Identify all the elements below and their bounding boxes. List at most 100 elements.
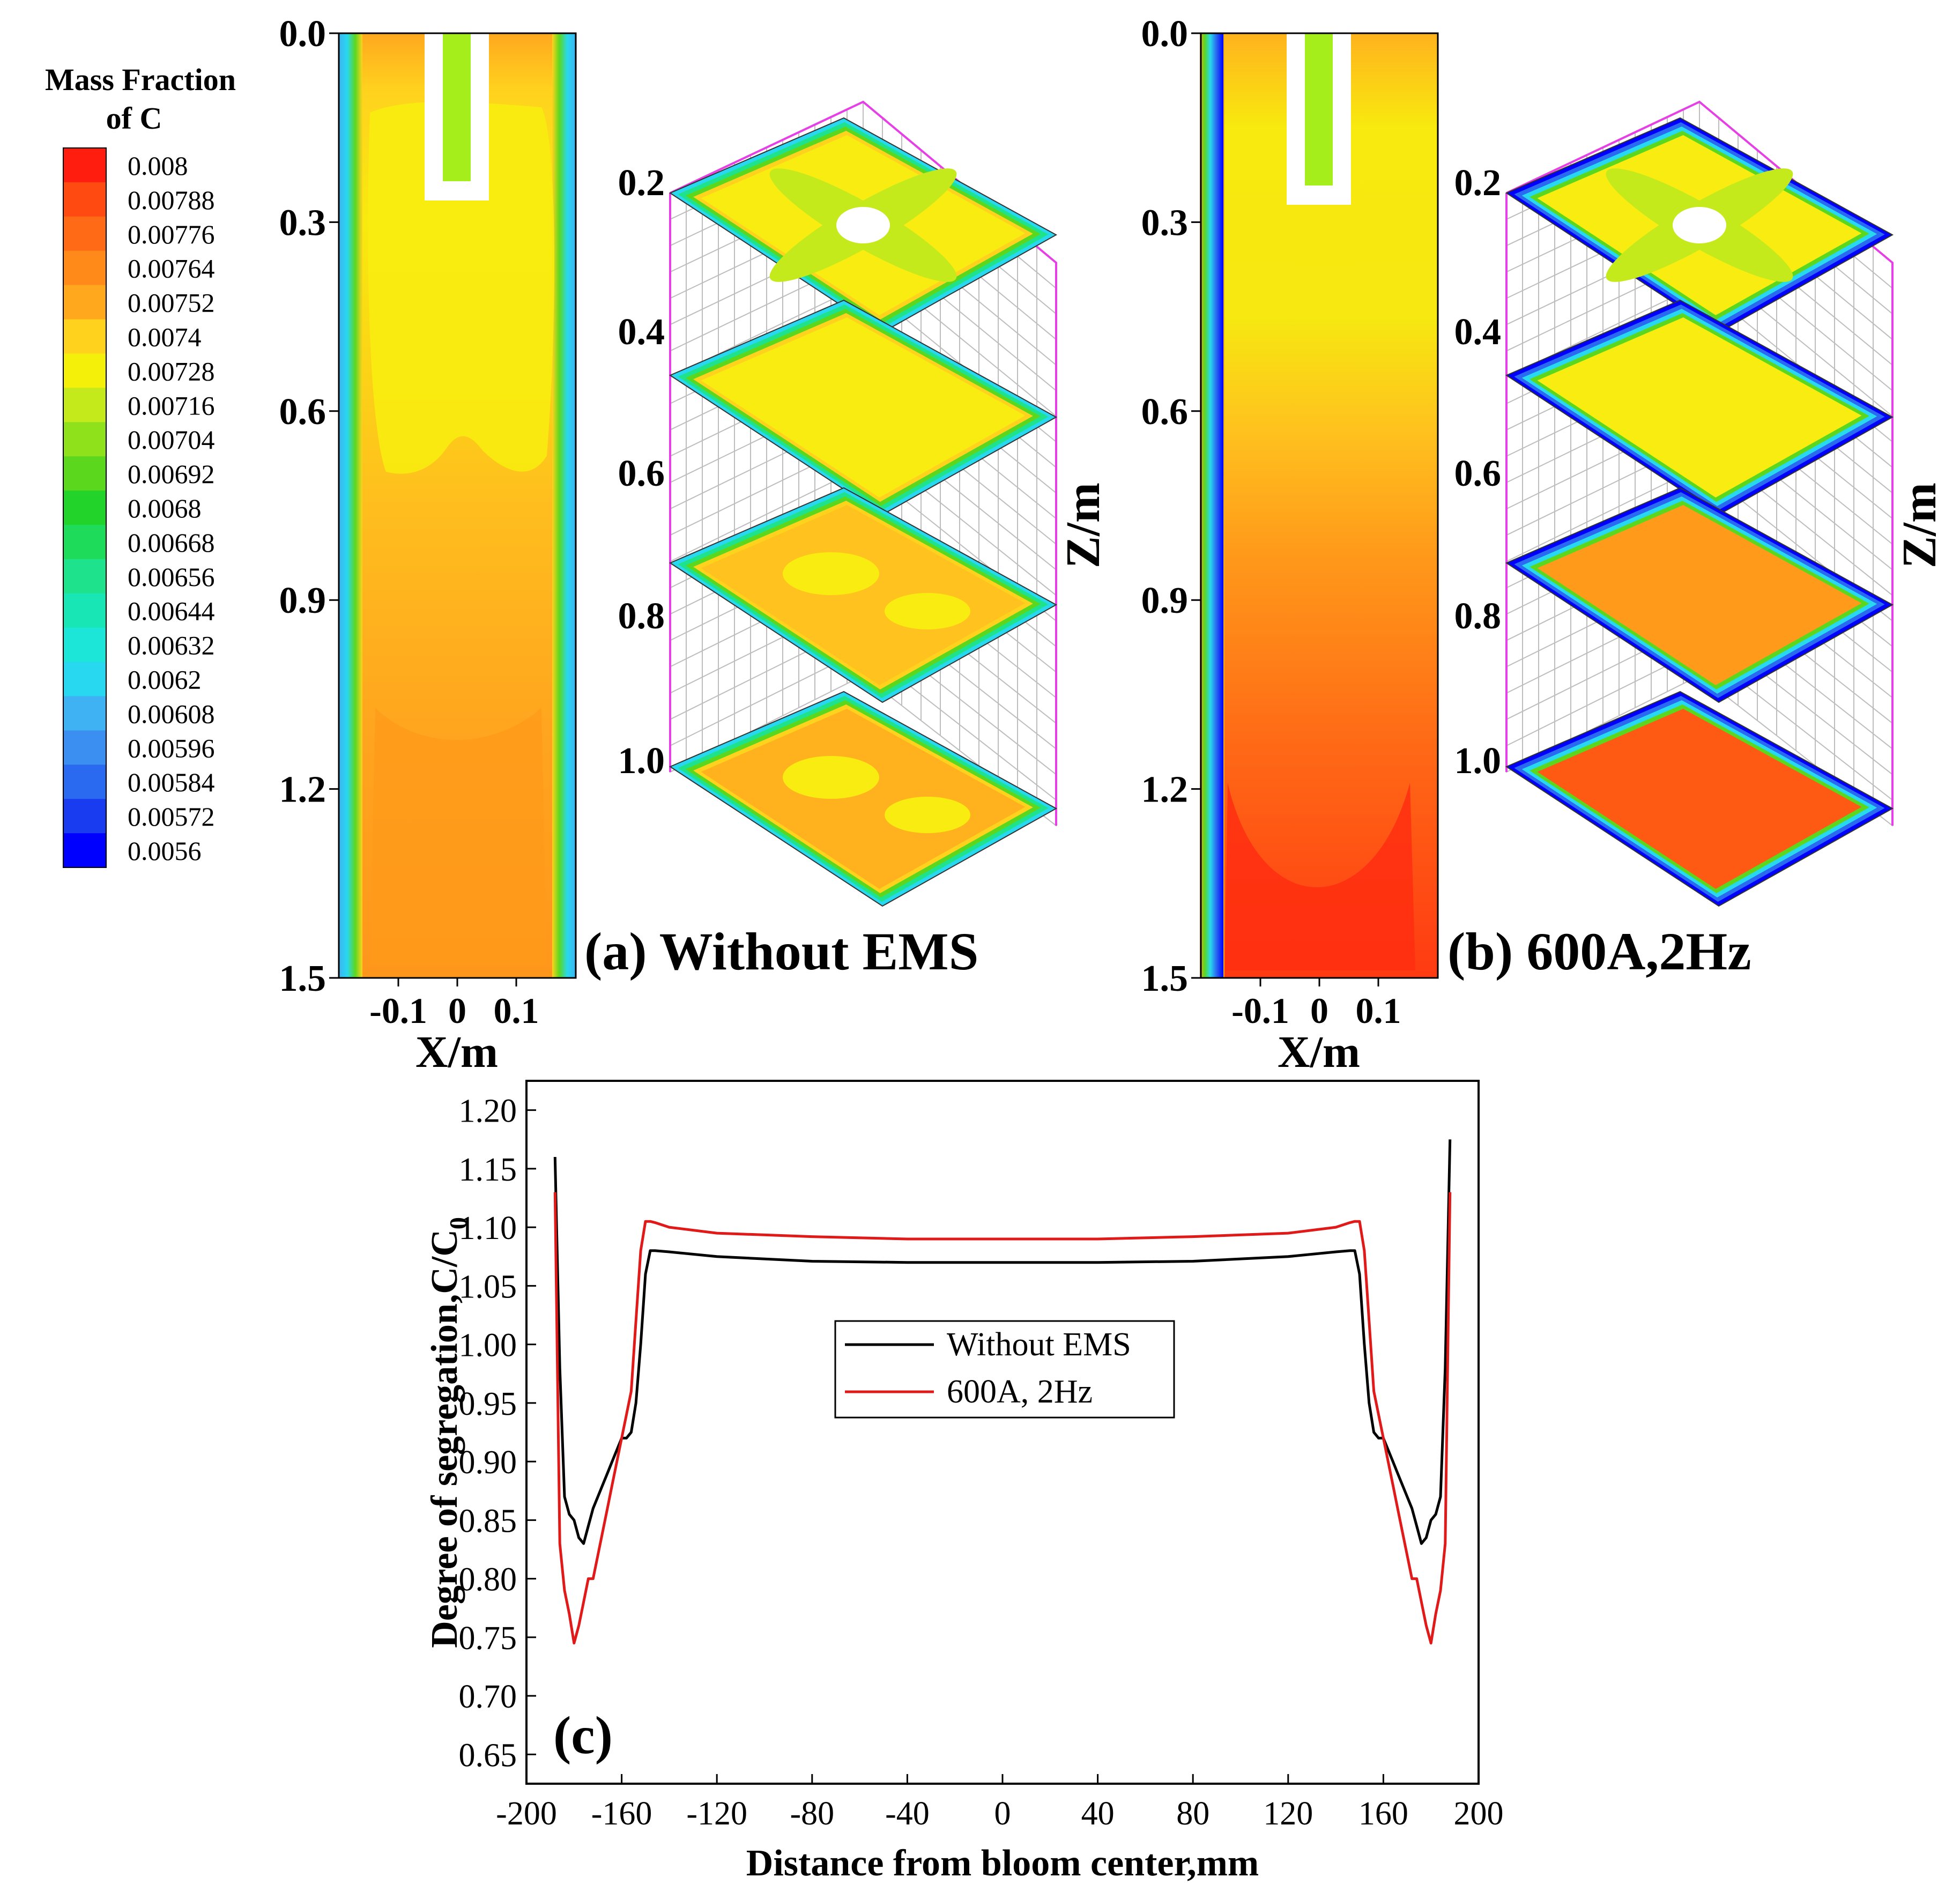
x-tick-label: 200 (1454, 1795, 1504, 1832)
z-tick-label: 0.9 (279, 580, 326, 621)
z-tick-label: 0.0 (279, 13, 326, 55)
panel-b-cross-section: 0.0 0.3 0.6 0.9 1.2 1.5 -0.1 0 0.1 X/m (1141, 13, 1439, 1077)
iso-z-tick-label: 1.0 (1454, 740, 1502, 782)
legend-entry-600a: 600A, 2Hz (947, 1374, 1093, 1410)
legend-swatch (63, 353, 106, 389)
legend-swatch (63, 422, 106, 457)
legend-level-label: 0.0068 (128, 493, 202, 523)
y-tick-label: 1.05 (459, 1268, 517, 1305)
z-tick-label: 1.5 (279, 958, 326, 999)
panel-a-label: (a) Without EMS (584, 922, 978, 981)
series-line-without-ems (553, 1139, 1452, 1545)
legend-level-label: 0.00716 (128, 390, 215, 420)
legend-swatch (63, 662, 106, 697)
legend-level-label: 0.0062 (128, 665, 202, 695)
x-tick-label: 0 (1310, 990, 1328, 1031)
legend-title-line2: of C (106, 101, 162, 136)
panel-a-x-axis: -0.1 0 0.1 (369, 978, 539, 1031)
legend-level-label: 0.00656 (128, 562, 215, 592)
y-tick-label: 0.65 (459, 1737, 517, 1774)
series-line-600a-2hz (553, 1192, 1452, 1645)
panel-c-label: (c) (553, 1705, 613, 1765)
legend-level-label: 0.00764 (128, 254, 215, 284)
chart-y-axis-title-main: Degree of segregation,C/C (424, 1229, 465, 1648)
iso-slice (1505, 487, 1894, 703)
panel-b-nozzle-inner (1305, 33, 1333, 186)
iso-z-axis-title: Z/m (1893, 483, 1946, 568)
legend-level-label: 0.00788 (128, 185, 215, 215)
y-tick-label: 1.00 (459, 1327, 517, 1364)
iso-z-tick-label: 0.2 (1454, 162, 1502, 204)
x-tick-label: 120 (1263, 1795, 1313, 1832)
legend-swatch (63, 491, 106, 525)
chart-plot-frame (525, 1080, 1480, 1785)
legend-swatch (63, 765, 106, 800)
legend-level-label: 0.00668 (128, 528, 215, 558)
legend-swatch (63, 285, 106, 320)
legend-swatch (63, 216, 106, 251)
x-tick-label: -120 (686, 1795, 747, 1832)
panel-b-x-axis-title: X/m (1278, 1027, 1360, 1077)
legend-level-label: 0.00728 (128, 356, 215, 386)
z-tick-label: 0.0 (1141, 13, 1189, 55)
z-tick-label: 0.6 (1141, 391, 1189, 433)
legend-swatch (63, 524, 106, 560)
x-tick-label: 0.1 (494, 990, 539, 1031)
chart-x-axis-title: Distance from bloom center,mm (746, 1843, 1259, 1884)
legend-swatch (63, 250, 106, 286)
legend-level-label: 0.00572 (128, 802, 215, 832)
panel-a-yellow-region (368, 102, 554, 474)
panel-c-chart: -200 -160 -120 -80 -40 0 40 80 120 160 200 0.65 0.70… (424, 1080, 1504, 1884)
iso-z-tick-label: 0.8 (618, 596, 665, 637)
legend-title-line1: Mass Fraction (45, 62, 236, 97)
iso-z-tick-label: 0.8 (1454, 596, 1502, 637)
x-tick-label: 40 (1081, 1795, 1115, 1832)
iso-slice (1505, 117, 1894, 333)
legend-level-label: 0.00776 (128, 219, 215, 249)
z-tick-label: 1.5 (1141, 958, 1189, 999)
legend-swatch (63, 148, 106, 183)
legend-level-label: 0.00752 (128, 288, 215, 318)
legend-level-label: 0.0074 (128, 322, 202, 352)
chart-legend: Without EMS 600A, 2Hz (834, 1320, 1175, 1419)
panel-b-isometric-slices: 0.2 0.4 0.6 0.8 1.0 Z/m (1454, 100, 1946, 907)
legend-swatch (63, 388, 106, 423)
legend-swatch (63, 456, 106, 492)
panel-a-nozzle-inner (443, 33, 471, 181)
x-tick-label: -0.1 (1231, 990, 1289, 1031)
panel-b-label: (b) 600A,2Hz (1447, 922, 1751, 981)
x-tick-label: -40 (885, 1795, 930, 1832)
panel-a-right-shell (552, 33, 576, 978)
legend-entry-without-ems: Without EMS (947, 1326, 1131, 1363)
legend-swatch (63, 559, 106, 594)
panel-a-lower-orange (370, 708, 547, 965)
iso-z-tick-label: 0.4 (618, 311, 665, 353)
iso-z-axis-title: Z/m (1057, 483, 1110, 568)
legend-level-label: 0.00632 (128, 630, 215, 661)
iso-z-tick-label: 0.4 (1454, 311, 1502, 353)
legend-level-label: 0.00704 (128, 425, 215, 455)
y-tick-label: 1.20 (459, 1093, 517, 1130)
x-tick-label: 0 (994, 1795, 1011, 1832)
legend-level-label: 0.00608 (128, 699, 215, 729)
iso-z-tick-label: 0.6 (1454, 453, 1502, 494)
panel-a: 0.00.30.60.91.21.5 -0.1 0 0.1 X/m 0.20.40.… (279, 13, 1110, 1077)
panel-b-x-axis: -0.1 0 0.1 (1231, 978, 1401, 1031)
panel-a-isometric-slices: 0.2 0.4 0.6 0.8 1.0 Z/m (618, 100, 1110, 907)
iso-slice (1505, 691, 1894, 907)
panel-b-z-axis: 0.0 0.3 0.6 0.9 1.2 1.5 (1141, 13, 1201, 999)
panel-a-z-axis: 0.0 0.3 0.6 0.9 1.2 1.5 (279, 13, 339, 999)
legend-level-label: 0.008 (128, 151, 188, 181)
iso-slice (669, 691, 1058, 907)
y-tick-label: 0.85 (459, 1503, 517, 1539)
iso-slice (669, 487, 1058, 703)
y-tick-label: 0.90 (459, 1444, 517, 1481)
iso-slice (1505, 299, 1894, 516)
iso-z-tick-label: 1.0 (618, 740, 665, 782)
chart-legend-box (834, 1320, 1175, 1419)
y-tick-label: 1.15 (459, 1152, 517, 1188)
z-tick-label: 1.2 (279, 769, 326, 811)
z-tick-label: 0.9 (1141, 580, 1189, 621)
panel-b: 0.00.30.60.91.21.5 -0.1 0 0.1 X/m 0.20.40.… (1141, 13, 1947, 1077)
